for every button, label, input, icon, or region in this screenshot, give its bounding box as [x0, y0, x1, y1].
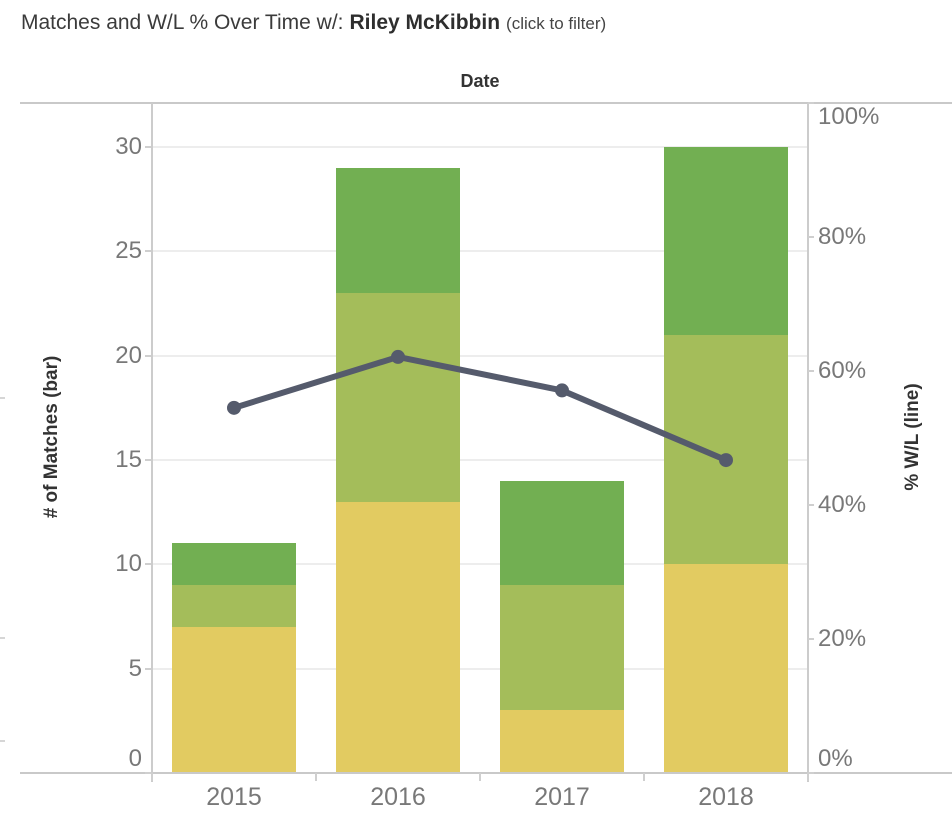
- right-axis-line: [807, 103, 809, 782]
- x-axis-tick-mark: [807, 773, 809, 781]
- title-filter-hint: (click to filter): [506, 14, 607, 33]
- bar-2017-middle-segment-olive[interactable]: [500, 585, 624, 711]
- left-axis-tick-label: 20: [115, 341, 142, 369]
- left-axis-tick-mark: [145, 458, 151, 461]
- left-axis-tick-label: 25: [115, 237, 142, 265]
- right-axis-tick-mark: [808, 772, 814, 774]
- bar-2017-top-segment-green[interactable]: [500, 480, 624, 586]
- gridline: [152, 458, 808, 461]
- left-axis-tick-mark: [145, 354, 151, 357]
- left-edge-tick: [0, 397, 5, 399]
- bar-2015-top-segment-green[interactable]: [172, 543, 296, 586]
- left-axis-line: [151, 103, 153, 782]
- wl-line-point-2017[interactable]: [555, 383, 569, 398]
- bar-2016-bottom-segment-yellow[interactable]: [336, 501, 460, 773]
- x-tick-label-2017[interactable]: 2017: [534, 783, 590, 811]
- x-axis-tick-mark: [479, 773, 481, 781]
- right-axis-tick-mark: [808, 370, 814, 372]
- left-axis-tick-mark: [145, 563, 151, 566]
- gridline: [152, 563, 808, 566]
- right-axis-tick-mark: [808, 102, 814, 104]
- left-axis-tick-label: 10: [115, 550, 142, 578]
- wl-line-point-2018[interactable]: [719, 453, 733, 468]
- left-axis-title: # of Matches (bar): [41, 355, 62, 519]
- right-axis-tick-mark: [808, 236, 814, 238]
- x-axis-title: Date: [460, 71, 500, 91]
- bar-2015-middle-segment-olive[interactable]: [172, 585, 296, 627]
- title-prefix: Matches and W/L % Over Time w/:: [21, 11, 344, 34]
- bar-2018-middle-segment-olive[interactable]: [664, 334, 788, 565]
- right-axis-title: % W/L (line): [902, 383, 923, 491]
- x-tick-label-2016[interactable]: 2016: [370, 783, 426, 811]
- right-axis-tick-label: 100%: [818, 103, 880, 130]
- x-axis-tick-mark: [643, 773, 645, 781]
- x-axis-tick-mark: [315, 773, 317, 781]
- left-axis-tick-mark: [145, 667, 151, 670]
- gridline: [152, 354, 808, 357]
- right-axis-tick-label: 80%: [818, 223, 867, 250]
- wl-line-point-2016[interactable]: [391, 349, 405, 364]
- right-axis-tick-label: 60%: [818, 357, 867, 384]
- left-edge-tick: [0, 740, 5, 742]
- chart-title: Matches and W/L % Over Time w/: Riley McK…: [21, 11, 606, 35]
- left-axis-tick-label: 15: [115, 445, 142, 473]
- gridline: [152, 250, 808, 253]
- left-axis-tick-mark: [145, 250, 151, 253]
- right-axis-tick-label: 0%: [818, 745, 853, 772]
- wl-line-layer: [227, 349, 733, 468]
- bar-2018-top-segment-green[interactable]: [664, 146, 788, 335]
- right-axis-tick-mark: [808, 638, 814, 640]
- right-axis-tick-label: 20%: [818, 625, 867, 652]
- right-axis-tick-label: 40%: [818, 491, 867, 518]
- x-axis-tick-mark: [151, 773, 153, 781]
- title-player-name: Riley McKibbin: [349, 11, 501, 34]
- bar-2015-bottom-segment-yellow[interactable]: [172, 626, 296, 773]
- left-axis-tick-label: 30: [115, 132, 142, 160]
- bar-2017-bottom-segment-yellow[interactable]: [500, 710, 624, 773]
- plot-top-border: [20, 102, 952, 104]
- bar-2016-middle-segment-olive[interactable]: [336, 292, 460, 502]
- left-axis-tick-mark: [145, 772, 151, 774]
- left-axis-tick-label: 0: [128, 745, 142, 772]
- plot-bottom-border: [20, 772, 952, 774]
- right-axis-tick-mark: [808, 504, 814, 506]
- bar-2016-top-segment-green[interactable]: [336, 167, 460, 293]
- gridline: [152, 667, 808, 670]
- wl-line-point-2015[interactable]: [227, 400, 241, 415]
- left-axis-tick-label: 5: [128, 654, 142, 682]
- left-edge-tick: [0, 637, 5, 639]
- x-tick-label-2018[interactable]: 2018: [698, 783, 754, 811]
- wl-line[interactable]: [231, 353, 729, 464]
- bar-2018-bottom-segment-yellow[interactable]: [664, 564, 788, 773]
- x-tick-label-2015[interactable]: 2015: [206, 783, 262, 811]
- gridline: [152, 145, 808, 148]
- left-axis-tick-mark: [145, 145, 151, 148]
